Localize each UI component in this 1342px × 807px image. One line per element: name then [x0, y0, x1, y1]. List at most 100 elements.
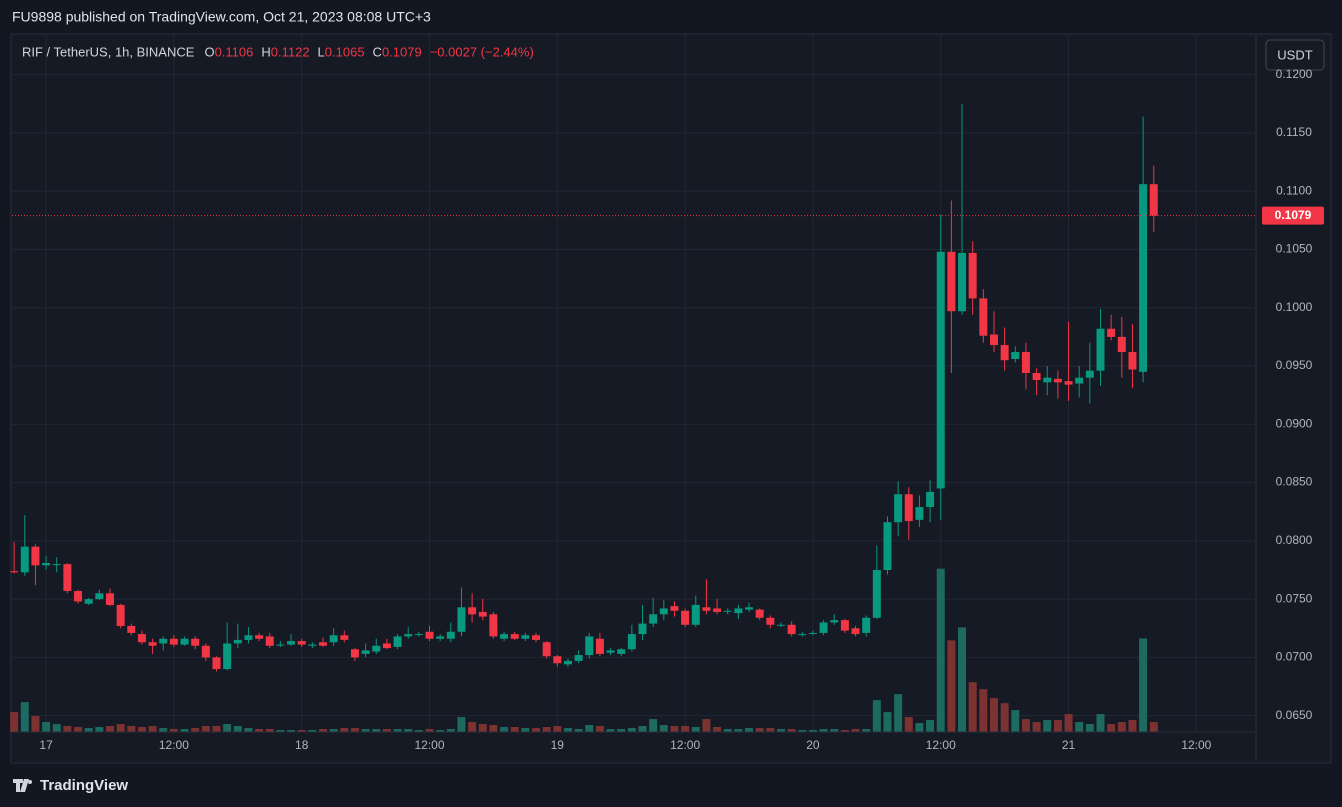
volume-bar — [500, 727, 509, 732]
candle-body — [1139, 184, 1148, 372]
x-tick-label: 18 — [295, 738, 309, 752]
candle-body — [595, 638, 604, 654]
candle-body — [585, 636, 594, 656]
candle-body — [510, 634, 519, 639]
candle-body — [830, 620, 839, 623]
volume-bar — [436, 730, 445, 732]
brand-logo-dot — [28, 780, 32, 784]
x-tick-label: 20 — [806, 738, 820, 752]
volume-bar — [915, 723, 924, 732]
volume-bar — [276, 730, 285, 732]
volume-bar — [180, 729, 189, 732]
candle-body — [20, 546, 29, 573]
volume-bar — [446, 729, 455, 732]
currency-button[interactable] — [1265, 39, 1325, 71]
brand-name: TradingView — [40, 777, 128, 794]
candle-body — [617, 649, 626, 654]
volume-bar — [851, 729, 860, 732]
candle-body — [425, 631, 434, 639]
candle-body — [95, 593, 104, 600]
volume-bar — [510, 727, 519, 732]
volume-bar — [468, 722, 477, 732]
volume-bar — [617, 729, 626, 732]
candle-body — [862, 617, 871, 633]
candle-body — [681, 610, 690, 625]
volume-bar — [563, 728, 572, 732]
candle-body — [201, 645, 210, 658]
volume-bar — [137, 727, 146, 732]
x-tick-label: 12:00 — [670, 738, 700, 752]
volume-bar — [787, 729, 796, 732]
volume-bar — [63, 726, 72, 732]
volume-bar — [947, 640, 956, 732]
candle-body — [52, 564, 61, 566]
candle-body — [180, 638, 189, 645]
ohlc-value: 0.1106 — [215, 44, 254, 59]
volume-bar — [830, 729, 839, 732]
volume-bar — [223, 724, 232, 732]
candle-body — [989, 334, 998, 346]
volume-bar — [638, 726, 647, 732]
candle-body — [1064, 381, 1073, 385]
volume-bar — [489, 725, 498, 732]
volume-bar — [766, 728, 775, 732]
candle-body — [1000, 345, 1009, 361]
volume-bar — [958, 627, 967, 732]
x-tick-label: 12:00 — [159, 738, 189, 752]
candle-body — [414, 634, 423, 636]
volume-bar — [372, 729, 381, 732]
volume-bar — [702, 719, 711, 732]
candle-body — [1149, 184, 1158, 216]
candle-body — [702, 607, 711, 611]
candle-body — [137, 634, 146, 643]
candle-body — [1096, 328, 1105, 371]
last-price-label: 0.1079 — [1275, 208, 1312, 222]
candle-body — [233, 639, 242, 644]
volume-bar — [308, 730, 317, 732]
plot — [10, 103, 1256, 732]
volume-bar — [521, 728, 530, 732]
candle-body — [1021, 352, 1030, 374]
candle-body — [819, 622, 828, 633]
y-tick-label: 0.1050 — [1276, 242, 1313, 256]
volume-bar — [10, 712, 19, 732]
candle-body — [532, 635, 541, 640]
y-tick-label: 0.0800 — [1276, 533, 1313, 547]
publish-info: FU9898 published on TradingView.com, Oct… — [12, 9, 431, 25]
y-tick-label: 0.1150 — [1276, 125, 1312, 139]
volume-bar — [329, 729, 338, 732]
volume-bar — [74, 727, 83, 732]
candle-body — [319, 642, 327, 646]
candle-body — [872, 569, 881, 618]
candle-body — [691, 604, 700, 625]
ohlc-key: L — [318, 44, 325, 59]
candle-body — [1032, 373, 1041, 381]
candle-body — [979, 298, 988, 336]
volume-bar — [20, 702, 29, 732]
volume-bar — [723, 729, 732, 732]
x-tick-label: 19 — [551, 738, 565, 752]
volume-bar — [649, 719, 658, 732]
candle-body — [116, 604, 125, 626]
candle-body — [350, 649, 359, 658]
volume-bar — [776, 729, 785, 732]
candle-body — [713, 608, 722, 612]
volume-bar — [691, 727, 700, 732]
candle-body — [361, 650, 370, 654]
volume-bar — [808, 730, 817, 732]
volume-bar — [595, 726, 604, 732]
volume-bar — [670, 726, 679, 732]
volume-bar — [255, 729, 264, 732]
candle-body — [255, 635, 264, 639]
volume-bar — [233, 726, 242, 732]
volume-bar — [297, 730, 306, 732]
candle-body — [297, 641, 306, 645]
volume-bar — [105, 726, 114, 732]
candle-body — [574, 655, 583, 661]
volume-bar — [553, 726, 562, 732]
candle-body — [478, 611, 487, 617]
volume-bar — [169, 729, 178, 732]
currency-label[interactable]: USDT — [1277, 47, 1312, 62]
volume-bar — [1000, 703, 1009, 732]
volume-bar — [862, 729, 871, 732]
